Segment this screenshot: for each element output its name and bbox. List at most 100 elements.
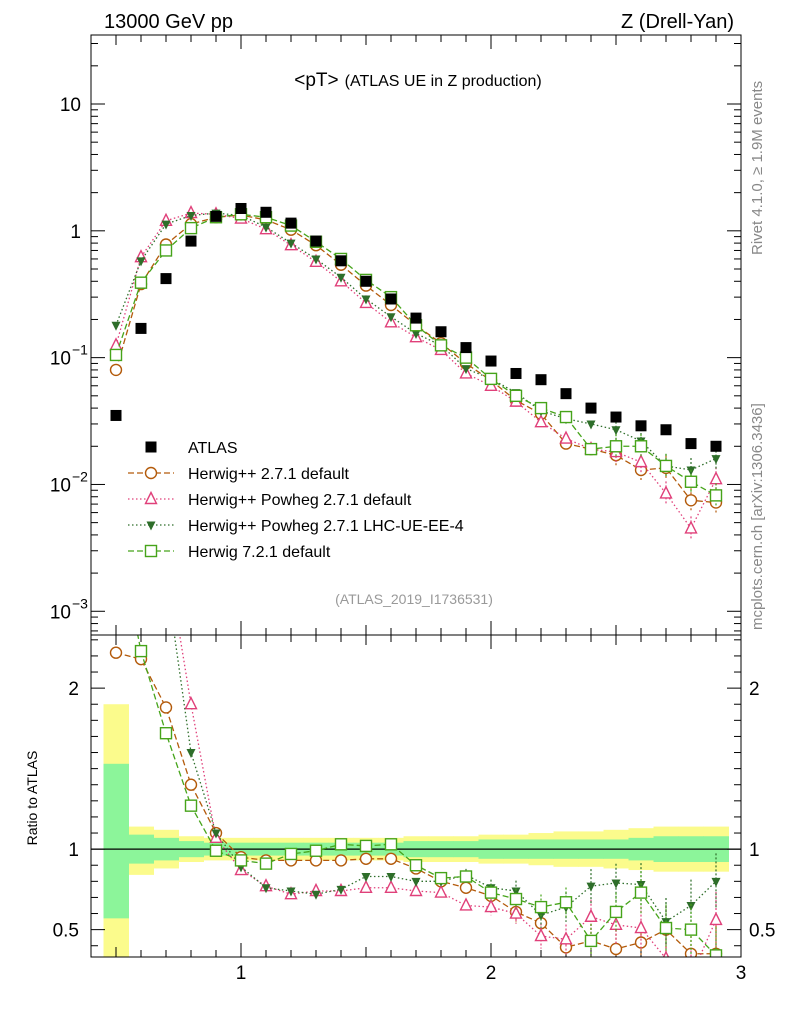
y-tick-exponent: −2: [72, 468, 88, 484]
ratio-point: [559, 896, 573, 909]
data-point: [286, 239, 296, 249]
data-point: [609, 440, 623, 453]
ratio-y-tick-label-left: 0.5: [53, 921, 79, 942]
mcplots-reference-label: mcplots.cern.ch [arXiv:1306.3436]: [749, 403, 766, 630]
ratio-point: [559, 931, 573, 945]
data-point: [459, 351, 473, 364]
ratio-panel: 0.5 0.5 1 1 2 2 1 2 3 Ratio to ATLAS: [24, 634, 775, 984]
ratio-point: [109, 646, 123, 659]
data-point: [460, 342, 472, 354]
rivet-version-label: Rivet 4.1.0, ≥ 1.9M events: [749, 81, 766, 255]
ratio-point: [609, 905, 623, 919]
data-point: [184, 221, 198, 235]
legend-entry: Herwig++ Powheg 2.7.1 LHC-UE-EE-4: [128, 518, 464, 535]
ratio-point: [411, 877, 421, 887]
data-point: [335, 255, 347, 267]
ratio-point: [384, 852, 398, 865]
y-tick-label: 1: [70, 222, 81, 243]
ratio-y-tick-label-right: 0.5: [749, 921, 775, 942]
ratio-point: [359, 879, 373, 893]
data-point: [634, 440, 648, 453]
ratio-point: [134, 644, 148, 658]
data-point: [411, 329, 421, 339]
data-point: [111, 321, 121, 331]
process-label: Z (Drell-Yan): [621, 11, 734, 33]
ratio-point: [662, 950, 670, 957]
series-0: [110, 202, 722, 452]
legend-marker: [146, 521, 156, 531]
ratio-point: [184, 696, 198, 710]
data-point: [660, 424, 672, 436]
data-point: [361, 295, 371, 305]
ratio-point: [261, 884, 271, 894]
ratio-point: [434, 871, 448, 885]
data-point: [610, 411, 622, 423]
ratio-point: [334, 838, 348, 851]
data-point: [336, 273, 346, 283]
ratio-point: [509, 892, 523, 906]
ratio-point: [509, 905, 523, 919]
data-point: [385, 293, 397, 305]
legend-entry: Herwig++ Powheg 2.7.1 default: [128, 490, 412, 509]
legend-marker: [144, 466, 158, 480]
data-point: [485, 355, 497, 367]
data-point: [161, 220, 171, 230]
data-point: [210, 210, 222, 222]
data-point: [136, 257, 146, 267]
data-point: [659, 459, 673, 473]
legend-entry: Herwig 7.2.1 default: [128, 544, 331, 561]
ratio-point: [159, 701, 173, 714]
legend-label: Herwig++ Powheg 2.7.1 LHC-UE-EE-4: [188, 518, 464, 535]
y-tick-label: 10: [50, 602, 71, 623]
data-point: [434, 339, 448, 352]
ratio-point: [459, 897, 473, 911]
data-point: [684, 520, 698, 534]
data-point: [484, 372, 498, 386]
ratio-point: [709, 949, 723, 957]
ratio-point: [211, 829, 221, 839]
data-point: [659, 485, 673, 499]
data-point: [285, 217, 297, 229]
y-tick-label: 10: [50, 349, 71, 370]
ratio-point: [459, 881, 473, 894]
data-point: [260, 206, 272, 218]
legend-marker: [144, 490, 158, 505]
ratio-point: [336, 885, 346, 895]
data-point: [584, 442, 598, 456]
data-point: [586, 420, 596, 430]
data-point: [684, 494, 698, 507]
data-point: [711, 455, 721, 465]
band-inner: [103, 763, 129, 919]
data-point: [534, 401, 548, 415]
data-point: [310, 235, 322, 247]
data-point: [559, 410, 573, 424]
ratio-point: [684, 923, 698, 936]
ratio-point: [611, 879, 621, 889]
plot-title-subtitle: (ATLAS UE in Z production): [345, 73, 542, 90]
ratio-point: [586, 882, 596, 892]
legend-marker: [144, 544, 158, 558]
data-point: [134, 276, 148, 289]
legend: ATLAS Herwig++ 2.7.1 default Herwig++ Powh…: [128, 440, 464, 561]
data-point: [360, 275, 372, 287]
data-point: [110, 409, 122, 421]
ratio-point: [284, 847, 298, 861]
legend-label: Herwig++ 2.7.1 default: [188, 466, 350, 483]
ratio-point: [309, 844, 323, 857]
ratio-point: [209, 844, 223, 857]
data-point: [509, 389, 523, 403]
data-point: [510, 367, 522, 379]
ratio-point: [459, 870, 473, 883]
y-tick-label: 10: [60, 95, 81, 116]
data-point: [534, 414, 548, 428]
ratio-series-3: [134, 635, 723, 957]
ratio-point: [184, 778, 198, 791]
ratio-point: [386, 873, 396, 882]
collision-energy-label: 13000 GeV pp: [104, 11, 233, 33]
ratio-point: [636, 881, 646, 891]
legend-entry: Herwig++ 2.7.1 default: [128, 466, 350, 483]
plot-title: <pT> (ATLAS UE in Z production): [294, 70, 541, 91]
data-point: [410, 312, 422, 324]
